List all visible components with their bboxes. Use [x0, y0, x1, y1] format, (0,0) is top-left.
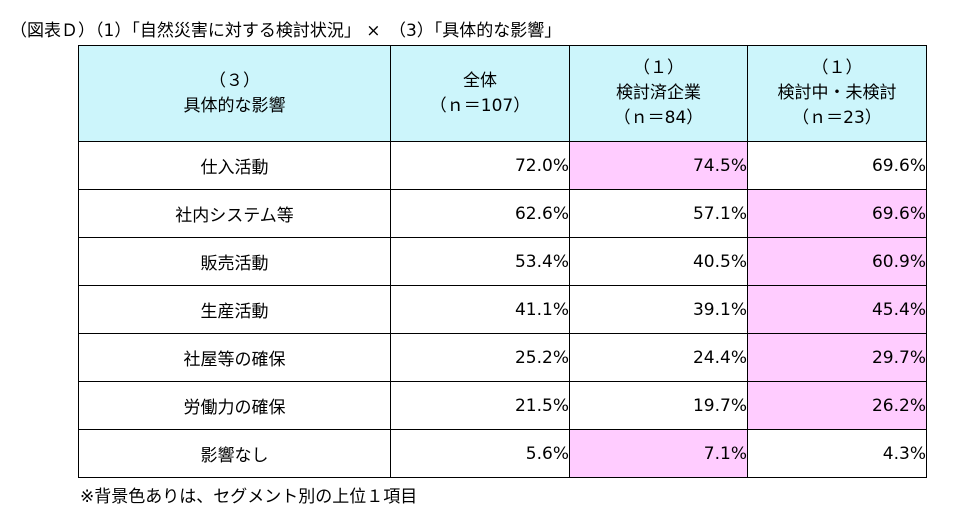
row-label: 社内システム等	[78, 189, 391, 238]
value-cell: 39.1%	[569, 285, 748, 334]
value-cell: 7.1%	[569, 429, 748, 478]
row-label: 社屋等の確保	[78, 333, 391, 382]
value-cell: 69.6%	[747, 189, 927, 238]
row-label: 販売活動	[78, 237, 391, 286]
value-cell: 45.4%	[747, 285, 927, 334]
table-row: 社内システム等 62.6% 57.1% 69.6%	[78, 189, 927, 238]
value-cell: 25.2%	[390, 333, 570, 382]
value-cell: 4.3%	[747, 429, 927, 478]
value-cell: 29.7%	[747, 333, 927, 382]
header-row: （３） 具体的な影響 全体 （ｎ＝107） （１） 検討済企業 （ｎ＝84） （…	[78, 45, 927, 142]
value-cell: 74.5%	[569, 141, 748, 190]
value-cell: 24.4%	[569, 333, 748, 382]
table-row: 労働力の確保 21.5% 19.7% 26.2%	[78, 381, 927, 430]
table-row: 社屋等の確保 25.2% 24.4% 29.7%	[78, 333, 927, 382]
row-label: 影響なし	[78, 429, 391, 478]
footnote: ※背景色ありは、セグメント別の上位１項目	[80, 487, 418, 507]
value-cell: 19.7%	[569, 381, 748, 430]
header-col-total: 全体 （ｎ＝107）	[390, 45, 570, 142]
table-caption: （図表Ｄ）（1）「自然災害に対する検討状況」 × （3）「具体的な影響」	[10, 21, 562, 41]
table-row: 販売活動 53.4% 40.5% 60.9%	[78, 237, 927, 286]
value-cell: 60.9%	[747, 237, 927, 286]
value-cell: 62.6%	[390, 189, 570, 238]
value-cell: 72.0%	[390, 141, 570, 190]
value-cell: 26.2%	[747, 381, 927, 430]
header-row-label: （３） 具体的な影響	[78, 45, 391, 142]
row-label: 労働力の確保	[78, 381, 391, 430]
value-cell: 69.6%	[747, 141, 927, 190]
header-col-reviewed: （１） 検討済企業 （ｎ＝84）	[569, 45, 748, 142]
row-label: 仕入活動	[78, 141, 391, 190]
table-row: 影響なし 5.6% 7.1% 4.3%	[78, 429, 927, 478]
value-cell: 41.1%	[390, 285, 570, 334]
value-cell: 40.5%	[569, 237, 748, 286]
value-cell: 5.6%	[390, 429, 570, 478]
table-row: 生産活動 41.1% 39.1% 45.4%	[78, 285, 927, 334]
value-cell: 57.1%	[569, 189, 748, 238]
value-cell: 53.4%	[390, 237, 570, 286]
header-col-not-reviewed: （１） 検討中・未検討 （ｎ＝23）	[747, 45, 927, 142]
results-table: （３） 具体的な影響 全体 （ｎ＝107） （１） 検討済企業 （ｎ＝84） （…	[78, 45, 927, 478]
row-label: 生産活動	[78, 285, 391, 334]
table-row: 仕入活動 72.0% 74.5% 69.6%	[78, 141, 927, 190]
value-cell: 21.5%	[390, 381, 570, 430]
